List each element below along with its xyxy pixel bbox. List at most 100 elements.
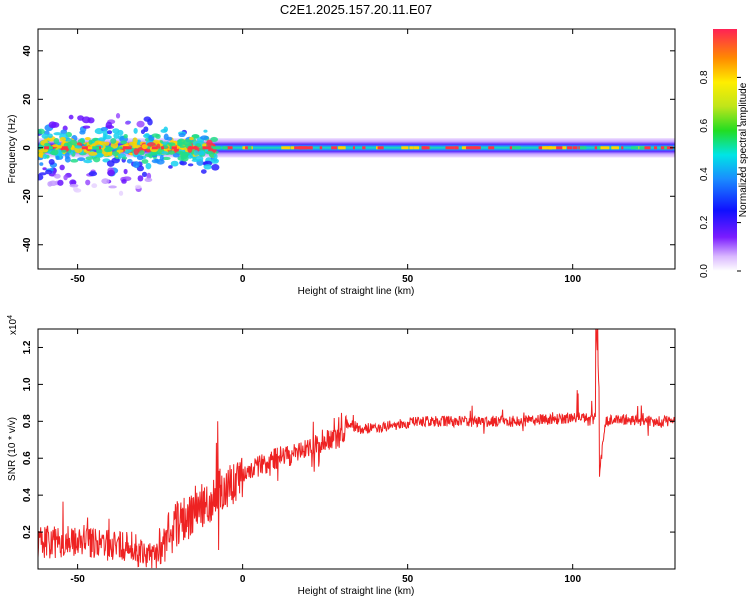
spectral-peak	[290, 146, 295, 150]
snr-x-ticks: -50 0 50 100	[70, 329, 581, 585]
spectral-peak	[81, 146, 88, 150]
spectral-blob	[132, 137, 138, 144]
spectral-blob	[133, 144, 141, 149]
spectrogram-frame	[37, 28, 676, 270]
spectral-peak	[554, 146, 564, 150]
spectral-blob	[189, 137, 194, 141]
spectral-peak	[123, 146, 130, 150]
snr-scale-base: x10	[8, 318, 19, 335]
spectral-peak	[362, 146, 366, 150]
spectral-blob	[170, 160, 179, 167]
spectral-blob	[126, 158, 133, 164]
spectral-blob	[107, 130, 113, 135]
spectral-blob	[144, 133, 150, 137]
y-tick-label: 1.2	[22, 340, 33, 354]
spectral-blob	[191, 134, 200, 139]
x-tick-label: 100	[564, 574, 581, 585]
spectral-blob	[82, 125, 91, 129]
y-tick-label: 20	[22, 93, 33, 105]
spectral-blob	[139, 150, 145, 156]
spectral-blob	[161, 151, 168, 155]
spectral-blob	[100, 127, 108, 132]
spectral-peak	[548, 146, 557, 150]
spectral-peak	[611, 146, 619, 150]
colorbar: 0.0 0.2 0.4 0.6 0.8 Normalized spectral ampl…	[699, 29, 749, 278]
spectral-peak	[377, 146, 384, 150]
spectrogram-x-ticks: -50 0 50 100	[70, 29, 581, 285]
spectral-peak	[85, 146, 93, 150]
spectral-blob	[38, 128, 45, 135]
spectral-blob	[141, 159, 149, 164]
spectral-blob	[141, 144, 148, 150]
spectral-blob	[168, 150, 175, 155]
spectral-blob	[77, 157, 86, 162]
spectral-blob	[145, 162, 152, 170]
snr-y-label: SNR (10 * v/v)	[7, 417, 18, 481]
spectral-blob	[85, 156, 94, 161]
spectral-peak	[567, 146, 573, 150]
spectral-blob	[74, 145, 83, 149]
spectral-blob	[83, 159, 93, 164]
spectral-blob	[116, 149, 124, 153]
y-tick-label: 40	[22, 45, 33, 57]
spectral-peak	[664, 146, 667, 150]
spectral-blob	[141, 171, 148, 178]
spectral-blob	[144, 177, 153, 182]
spectral-blob	[123, 133, 128, 139]
x-tick-label: -50	[70, 574, 85, 585]
spectral-blob	[52, 144, 59, 148]
spectral-peak	[488, 146, 495, 150]
spectral-peak	[294, 146, 303, 150]
colorbar-ticks: 0.0 0.2 0.4 0.6 0.8	[699, 70, 741, 278]
spectral-blob	[64, 152, 70, 160]
spectrogram-heatmap	[38, 113, 675, 196]
spectral-blob	[178, 133, 186, 138]
spectral-blob	[206, 139, 213, 147]
spectral-blob	[38, 172, 47, 176]
spectral-blob	[107, 151, 113, 157]
spectral-blob	[85, 179, 91, 186]
spectral-peak	[189, 146, 197, 150]
spectral-blob	[133, 127, 138, 134]
spectral-blob	[161, 156, 171, 161]
spectral-blob	[168, 142, 176, 147]
x-tick-label: 0	[240, 274, 246, 285]
colorbar-tick-label: 0.0	[699, 264, 710, 278]
spectral-blob	[57, 179, 64, 186]
spectral-peak	[202, 146, 212, 150]
spectral-blob	[88, 171, 98, 177]
spectral-blob	[134, 184, 142, 190]
spectral-peak	[306, 146, 313, 150]
spectral-peak	[171, 146, 177, 150]
spectral-peak	[665, 146, 673, 150]
spectral-blob	[47, 133, 53, 139]
spectral-peak	[562, 146, 567, 150]
spectral-blob	[102, 130, 109, 136]
spectrogram-x-label: Height of straight line (km)	[298, 286, 415, 297]
spectral-blob	[88, 151, 98, 156]
spectral-blob	[51, 122, 60, 128]
spectral-blob	[64, 138, 73, 142]
spectral-peak	[281, 146, 290, 150]
spectral-blob	[200, 169, 207, 174]
spectral-blob	[118, 190, 124, 196]
spectral-blob	[59, 136, 67, 142]
colorbar-tick-label: 0.8	[699, 70, 710, 84]
spectral-peak	[331, 146, 338, 150]
y-tick-label: -20	[22, 189, 33, 204]
spectral-blob	[172, 153, 180, 158]
spectral-blob	[136, 155, 144, 161]
snr-scale-label: x104	[7, 315, 19, 335]
x-tick-label: 50	[402, 274, 414, 285]
spectral-blob	[151, 133, 160, 138]
spectral-blob	[197, 150, 205, 156]
spectral-blob	[115, 113, 121, 119]
spectral-blob	[137, 175, 144, 182]
spectral-blob	[133, 148, 139, 155]
spectral-blob	[91, 183, 98, 189]
spectral-blob	[96, 147, 103, 155]
y-tick-label: 0	[22, 145, 33, 151]
snr-x-label: Height of straight line (km)	[298, 586, 415, 597]
spectral-blob	[63, 174, 68, 181]
spectral-peak	[538, 146, 543, 150]
